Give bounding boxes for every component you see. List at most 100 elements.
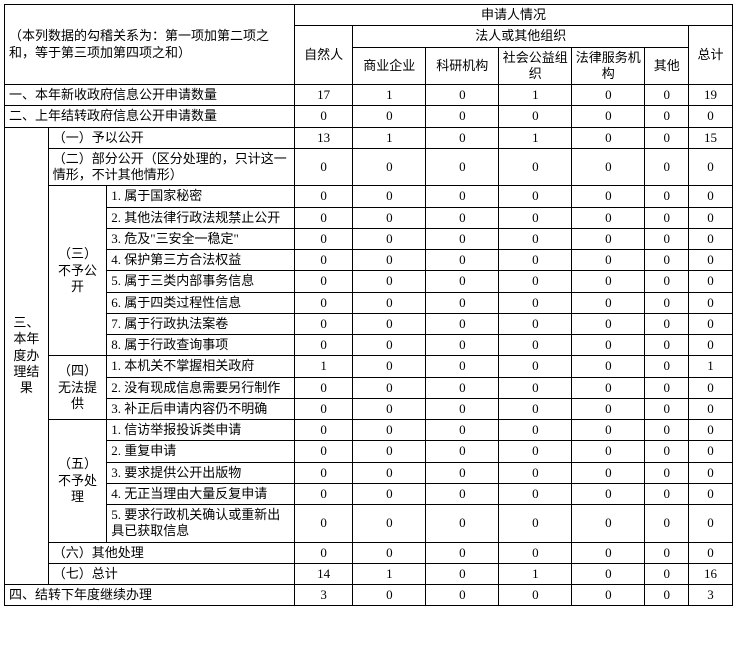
cell: 0 [572, 148, 645, 186]
cell: 0 [499, 356, 572, 377]
cell: 0 [499, 585, 572, 606]
cell: 0 [499, 292, 572, 313]
cell: 0 [499, 483, 572, 504]
row-label: （七）总计 [48, 563, 294, 584]
cell: 0 [645, 228, 689, 249]
cell: 0 [353, 250, 426, 271]
cell: 0 [353, 186, 426, 207]
cell: 1 [689, 356, 733, 377]
cell: 0 [426, 335, 499, 356]
cell: 0 [499, 398, 572, 419]
row-label: 四、结转下年度继续办理 [5, 585, 295, 606]
cell: 0 [572, 250, 645, 271]
cell: 0 [689, 420, 733, 441]
cell: 0 [294, 228, 352, 249]
cell: 0 [645, 292, 689, 313]
col-total: 总计 [689, 26, 733, 85]
cell: 0 [499, 250, 572, 271]
cell: 0 [294, 292, 352, 313]
cell: 0 [426, 483, 499, 504]
cell: 0 [572, 356, 645, 377]
cell: 0 [572, 563, 645, 584]
table-row: 4. 保护第三方合法权益 0000000 [5, 250, 733, 271]
cell: 0 [689, 207, 733, 228]
col-other: 其他 [645, 47, 689, 85]
table-row: 2. 其他法律行政法规禁止公开 0000000 [5, 207, 733, 228]
cell: 0 [353, 483, 426, 504]
cell: 0 [645, 356, 689, 377]
cell: 0 [645, 483, 689, 504]
table-row: 4. 无正当理由大量反复申请 0000000 [5, 483, 733, 504]
cell: 0 [426, 505, 499, 543]
cell: 0 [294, 186, 352, 207]
cell: 0 [645, 585, 689, 606]
row-label: 6. 属于四类过程性信息 [107, 292, 295, 313]
cell: 0 [645, 85, 689, 106]
row-label: 2. 没有现成信息需要另行制作 [107, 377, 295, 398]
table-row: （六）其他处理 0000000 [5, 542, 733, 563]
cell: 0 [645, 250, 689, 271]
cell: 0 [499, 505, 572, 543]
table-row: （二）部分公开（区分处理的，只计这一情形，不计其他情形） 0 0 0 0 0 0… [5, 148, 733, 186]
cell: 0 [426, 420, 499, 441]
cell: 0 [689, 335, 733, 356]
cell: 0 [353, 207, 426, 228]
row-label: 5. 属于三类内部事务信息 [107, 271, 295, 292]
row-label: 1. 属于国家秘密 [107, 186, 295, 207]
cell: 0 [689, 377, 733, 398]
cell: 0 [426, 207, 499, 228]
cell: 0 [645, 441, 689, 462]
cell: 0 [689, 398, 733, 419]
table-row: 5. 属于三类内部事务信息 0000000 [5, 271, 733, 292]
cell: 19 [689, 85, 733, 106]
cell: 17 [294, 85, 352, 106]
cell: 0 [645, 377, 689, 398]
row-label: 3. 危及"三安全一稳定" [107, 228, 295, 249]
cell: 0 [572, 462, 645, 483]
table-row: 7. 属于行政执法案卷 0000000 [5, 313, 733, 334]
cell: 0 [499, 441, 572, 462]
cell: 0 [294, 483, 352, 504]
cell: 0 [572, 335, 645, 356]
cell: 0 [572, 398, 645, 419]
cell: 0 [294, 271, 352, 292]
cell: 0 [294, 207, 352, 228]
row-label: 3. 补正后申请内容仍不明确 [107, 398, 295, 419]
cell: 0 [426, 106, 499, 127]
cell: 0 [689, 250, 733, 271]
cell: 0 [645, 148, 689, 186]
cell: 0 [426, 271, 499, 292]
cell: 0 [353, 398, 426, 419]
row-label: 5. 要求行政机关确认或重新出具已获取信息 [107, 505, 295, 543]
cell: 0 [572, 271, 645, 292]
cell: 0 [645, 207, 689, 228]
cell: 0 [572, 377, 645, 398]
cell: 0 [572, 186, 645, 207]
col-applicant: 申请人情况 [294, 5, 732, 26]
table-row: 四、结转下年度继续办理 3000003 [5, 585, 733, 606]
table-row: 2. 重复申请 0000000 [5, 441, 733, 462]
table-row: 5. 要求行政机关确认或重新出具已获取信息 0000000 [5, 505, 733, 543]
cell: 0 [353, 585, 426, 606]
table-row: 2. 没有现成信息需要另行制作 0000000 [5, 377, 733, 398]
header-note: （本列数据的勾稽关系为：第一项加第二项之和，等于第三项加第四项之和） [5, 5, 295, 85]
row-label: 1. 信访举报投诉类申请 [107, 420, 295, 441]
cell: 0 [645, 271, 689, 292]
row-label: 二、上年结转政府信息公开申请数量 [5, 106, 295, 127]
cell: 0 [294, 462, 352, 483]
cell: 0 [572, 228, 645, 249]
section3-label: 三、本年度办理结果 [5, 127, 49, 585]
cell: 0 [572, 420, 645, 441]
cell: 0 [294, 106, 352, 127]
cell: 0 [294, 420, 352, 441]
col-welfare: 社会公益组织 [499, 47, 572, 85]
cell: 0 [426, 462, 499, 483]
cell: 0 [294, 441, 352, 462]
cell: 0 [645, 462, 689, 483]
cell: 0 [689, 313, 733, 334]
row-label: （二）部分公开（区分处理的，只计这一情形，不计其他情形） [48, 148, 294, 186]
cell: 0 [689, 106, 733, 127]
cell: 0 [353, 106, 426, 127]
cell: 0 [294, 505, 352, 543]
cell: 3 [689, 585, 733, 606]
